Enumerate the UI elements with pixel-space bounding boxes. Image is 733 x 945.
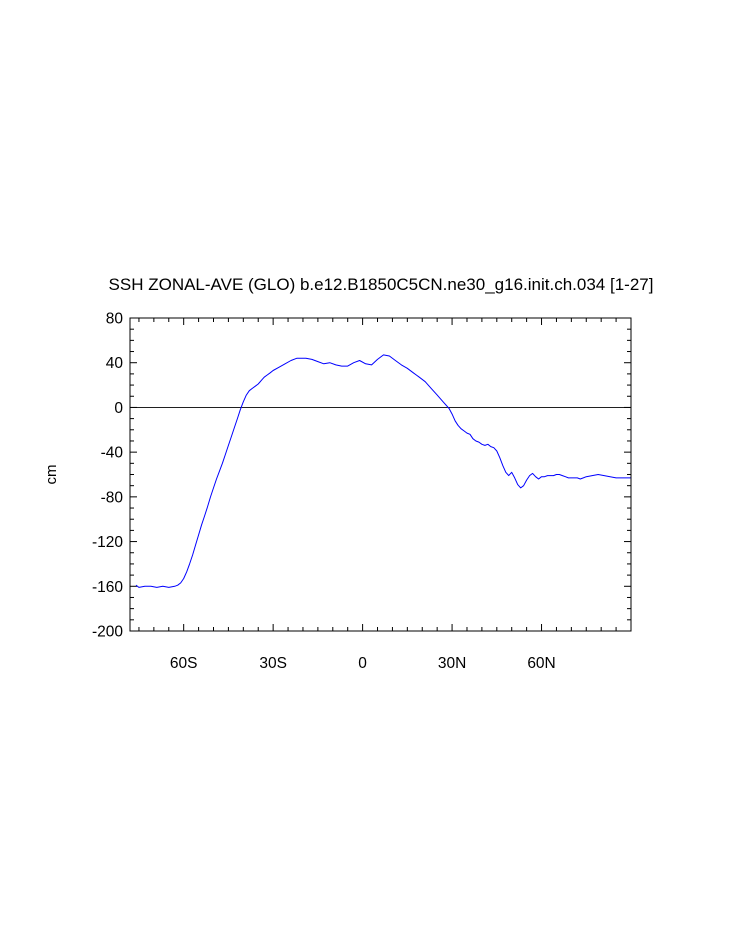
series-line (135, 354, 631, 588)
x-tick-label: 60S (170, 655, 198, 672)
y-tick-label: -160 (92, 579, 123, 596)
y-tick-label: -200 (92, 624, 123, 641)
plot-frame (129, 317, 632, 632)
chart-title: SSH ZONAL-AVE (GLO) b.e12.B1850C5CN.ne30… (109, 275, 654, 294)
plot-series (135, 354, 631, 588)
x-tick-label: 60N (527, 655, 555, 672)
x-tick-label: 30N (438, 655, 466, 672)
x-axis: 60S 30S 0 30N 60N (138, 318, 632, 672)
y-axis-label: cm (43, 465, 60, 485)
y-tick-label: -40 (101, 445, 124, 462)
y-tick-label: 40 (106, 355, 124, 372)
y-tick-label: 80 (106, 311, 124, 328)
y-tick-label: -120 (92, 534, 123, 551)
y-tick-label: 0 (114, 400, 123, 417)
y-tick-label: -80 (101, 489, 124, 506)
y-axis: 80 40 0 -40 -80 -120 -160 -200 (92, 311, 631, 641)
x-tick-label: 0 (358, 655, 367, 672)
x-tick-label: 30S (259, 655, 287, 672)
